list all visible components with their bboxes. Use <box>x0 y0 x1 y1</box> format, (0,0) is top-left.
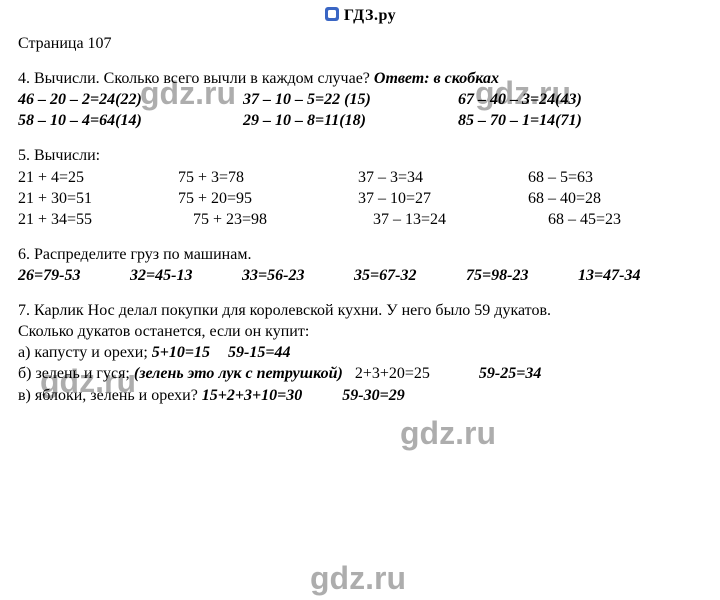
q7-b-calc2: 59-25=34 <box>479 365 541 382</box>
q5-row-1: 21 + 30=51 75 + 20=95 37 – 10=27 68 – 40… <box>18 188 702 209</box>
site-name: ГДЗ.ру <box>344 7 396 24</box>
q6-cell: 32=45-13 <box>130 265 242 286</box>
q7-a-calc2: 59-15=44 <box>228 344 290 361</box>
q4-cell: 37 – 10 – 5=22 (15) <box>243 89 458 110</box>
q5-cell: 37 – 3=34 <box>358 167 528 188</box>
q7-line2: Сколько дукатов останется, если он купит… <box>18 321 702 342</box>
q5-cell: 75 + 20=95 <box>178 188 358 209</box>
q4-prompt-line: 4. Вычисли. Сколько всего вычли в каждом… <box>18 68 702 89</box>
q6-cell: 13=47-34 <box>578 265 640 286</box>
spacer <box>18 131 702 145</box>
q4-cell: 29 – 10 – 8=11(18) <box>243 110 458 131</box>
q5-cell: 75 + 3=78 <box>178 167 358 188</box>
q5-cell: 75 + 23=98 <box>193 209 373 230</box>
q4-cell: 85 – 70 – 1=14(71) <box>458 110 582 131</box>
q4-cell: 58 – 10 – 4=64(14) <box>18 110 243 131</box>
q7-c-label: в) яблоки, зелень и орехи? <box>18 387 202 404</box>
q6-cell: 35=67-32 <box>354 265 466 286</box>
q5-prompt: 5. Вычисли: <box>18 145 702 166</box>
q7-a-label: а) капусту и орехи; <box>18 344 152 361</box>
q4-row-0: 46 – 20 – 2=24(22) 37 – 10 – 5=22 (15) 6… <box>18 89 702 110</box>
q5-cell: 68 – 45=23 <box>548 209 621 230</box>
q7-c: в) яблоки, зелень и орехи? 15+2+3+10=30 5… <box>18 385 702 406</box>
q6-prompt: 6. Распределите груз по машинам. <box>18 244 702 265</box>
page: ГДЗ.ру Страница 107 4. Вычисли. Сколько … <box>0 0 720 600</box>
q7-b-note: (зелень это лук с петрушкой) <box>134 365 343 382</box>
q5-cell: 37 – 10=27 <box>358 188 528 209</box>
q6-cell: 75=98-23 <box>466 265 578 286</box>
spacer <box>18 54 702 68</box>
spacer <box>18 286 702 300</box>
logo-icon <box>324 6 340 22</box>
q7-b: б) зелень и гуся; (зелень это лук с петр… <box>18 363 702 384</box>
q4-cell: 46 – 20 – 2=24(22) <box>18 89 243 110</box>
watermark: gdz.ru <box>400 415 496 452</box>
q4-prompt: 4. Вычисли. Сколько всего вычли в каждом… <box>18 70 374 87</box>
content: Страница 107 4. Вычисли. Сколько всего в… <box>0 25 720 406</box>
watermark: gdz.ru <box>310 560 406 597</box>
q7-c-calc2: 59-30=29 <box>342 387 404 404</box>
page-label: Страница 107 <box>18 33 702 54</box>
q5-cell: 68 – 40=28 <box>528 188 601 209</box>
site-header: ГДЗ.ру <box>0 0 720 25</box>
q5-cell: 68 – 5=63 <box>528 167 593 188</box>
spacer <box>18 230 702 244</box>
q4-cell: 67 – 40 – 3=24(43) <box>458 89 582 110</box>
q5-cell: 37 – 13=24 <box>373 209 548 230</box>
q5-row-2: 21 + 34=55 75 + 23=98 37 – 13=24 68 – 45… <box>18 209 702 230</box>
q4-row-1: 58 – 10 – 4=64(14) 29 – 10 – 8=11(18) 85… <box>18 110 702 131</box>
q6-row: 26=79-53 32=45-13 33=56-23 35=67-32 75=9… <box>18 265 702 286</box>
q6-cell: 33=56-23 <box>242 265 354 286</box>
q5-row-0: 21 + 4=25 75 + 3=78 37 – 3=34 68 – 5=63 <box>18 167 702 188</box>
q7-a: а) капусту и орехи; 5+10=15 59-15=44 <box>18 342 702 363</box>
q7-line1: 7. Карлик Нос делал покупки для королевс… <box>18 300 702 321</box>
q4-answer-label: Ответ: в скобках <box>374 70 499 87</box>
q7-a-calc1: 5+10=15 <box>152 344 210 361</box>
q5-cell: 21 + 4=25 <box>18 167 178 188</box>
q5-cell: 21 + 34=55 <box>18 209 193 230</box>
q7-b-label: б) зелень и гуся; <box>18 365 134 382</box>
q7-c-calc1: 15+2+3+10=30 <box>202 387 302 404</box>
q7-b-calc1: 2+3+20=25 <box>355 365 430 382</box>
q5-cell: 21 + 30=51 <box>18 188 178 209</box>
q6-cell: 26=79-53 <box>18 265 130 286</box>
